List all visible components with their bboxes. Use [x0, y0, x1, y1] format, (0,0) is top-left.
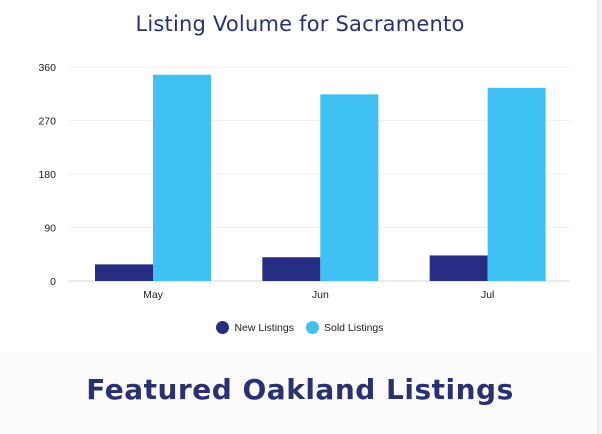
- chart-title: Listing Volume for Sacramento: [135, 12, 465, 36]
- y-tick-label-0: 0: [50, 276, 56, 288]
- chart-legend: New Listings Sold Listings: [0, 321, 600, 334]
- legend-item-new-listings[interactable]: New Listings: [216, 321, 294, 334]
- legend-label-sold-listings: Sold Listings: [323, 321, 384, 334]
- chart-card: Listing Volume for Sacramento 0 90 180 270 3…: [0, 12, 600, 334]
- scrollbar-track[interactable]: [597, 0, 602, 434]
- featured-listings-heading: Featured Oakland Listings: [86, 373, 514, 406]
- y-tick-label-270: 270: [38, 116, 56, 128]
- legend-label-new-listings: New Listings: [234, 321, 294, 334]
- bar-new-listings-jun[interactable]: [262, 257, 321, 281]
- x-tick-label-may: May: [143, 289, 164, 301]
- x-tick-label-jun: Jun: [312, 289, 329, 301]
- legend-swatch-new-listings: [216, 321, 230, 334]
- y-tick-label-90: 90: [44, 223, 56, 235]
- bar-chart: 0 90 180 270 360 May Jun Jul: [38, 62, 570, 301]
- legend-item-sold-listings[interactable]: Sold Listings: [305, 321, 384, 334]
- y-tick-label-360: 360: [38, 62, 56, 74]
- bar-new-listings-may[interactable]: [95, 264, 153, 281]
- bar-new-listings-jul[interactable]: [429, 255, 488, 281]
- featured-section: [0, 352, 597, 434]
- x-tick-label-jul: Jul: [481, 289, 494, 301]
- y-tick-label-180: 180: [38, 169, 56, 181]
- legend-swatch-sold-listings: [305, 321, 319, 334]
- bar-sold-listings-jul[interactable]: [487, 87, 546, 281]
- bar-sold-listings-jun[interactable]: [320, 94, 379, 281]
- bar-sold-listings-may[interactable]: [153, 74, 211, 281]
